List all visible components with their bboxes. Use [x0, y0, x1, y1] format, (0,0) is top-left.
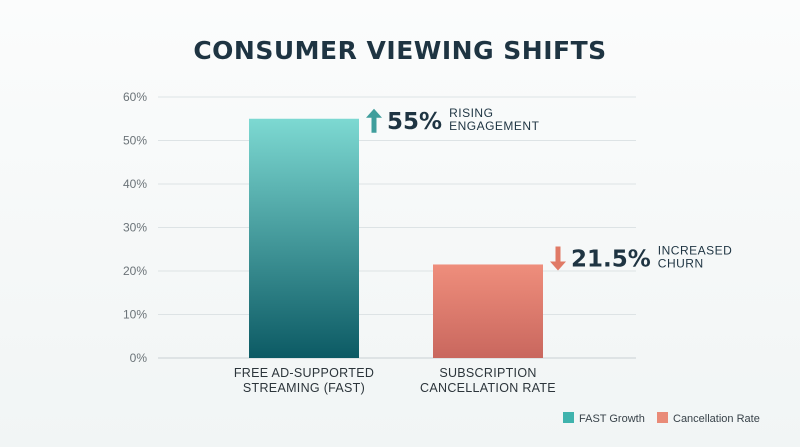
- bar-fast: [249, 118, 359, 358]
- chart-title: CONSUMER VIEWING SHIFTS: [193, 36, 606, 65]
- bars: [249, 118, 543, 358]
- arrow-up-icon: [366, 108, 382, 133]
- gridlines: [158, 96, 636, 359]
- legend-swatch: [563, 412, 574, 423]
- y-tick-label: 20%: [123, 264, 147, 278]
- x-tick-label: SUBSCRIPTION: [439, 366, 536, 380]
- legend-swatch: [657, 412, 668, 423]
- y-tick-label: 60%: [123, 90, 147, 104]
- y-tick-label: 0%: [130, 351, 148, 365]
- annotation-label: ENGAGEMENT: [449, 119, 540, 133]
- x-tick-label: FREE AD-SUPPORTED: [234, 366, 374, 380]
- annotation-label: RISING: [449, 106, 493, 120]
- x-tick-label: CANCELLATION RATE: [420, 381, 556, 395]
- x-tick-label: STREAMING (FAST): [243, 381, 365, 395]
- legend-label: Cancellation Rate: [673, 413, 760, 425]
- bar-cancellation: [433, 264, 543, 358]
- arrow-down-icon: [550, 246, 566, 271]
- legend: FAST Growth Cancellation Rate: [563, 412, 760, 425]
- annotation-value: 21.5%: [571, 246, 651, 272]
- legend-item: Cancellation Rate: [657, 412, 760, 425]
- annotation-label: INCREASED: [658, 243, 733, 257]
- annotation-label: CHURN: [658, 256, 704, 270]
- annotation-value: 55%: [387, 109, 442, 135]
- y-tick-label: 30%: [123, 221, 147, 235]
- legend-item: FAST Growth: [563, 412, 645, 425]
- y-tick-label: 50%: [123, 134, 147, 148]
- y-tick-label: 40%: [123, 177, 147, 191]
- y-axis: 0% 10% 20% 30% 40% 50% 60%: [123, 90, 147, 365]
- y-tick-label: 10%: [123, 308, 147, 322]
- legend-label: FAST Growth: [579, 413, 645, 425]
